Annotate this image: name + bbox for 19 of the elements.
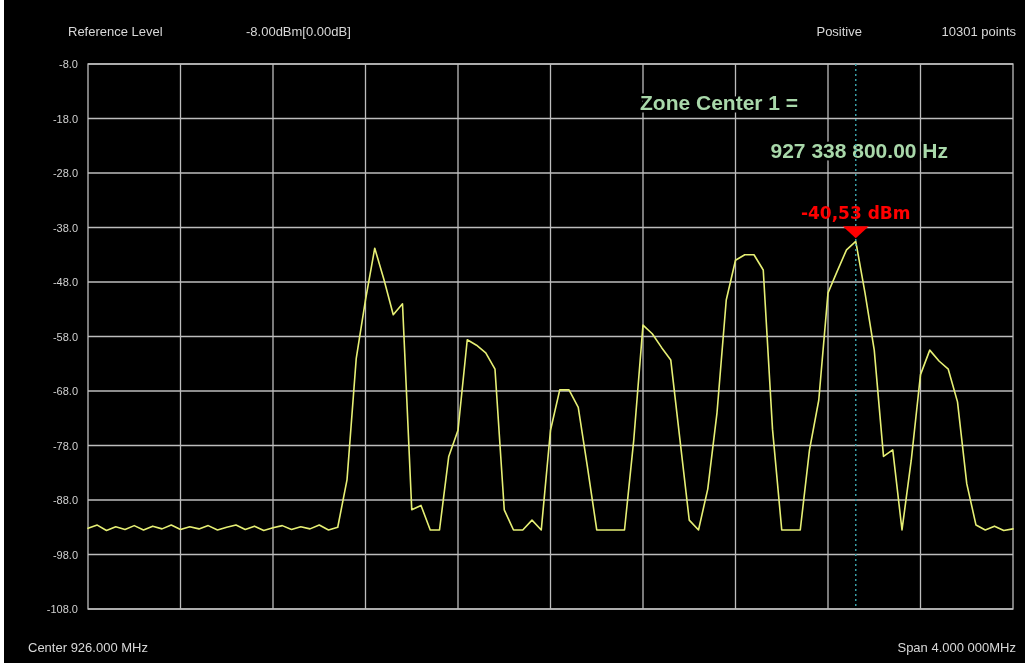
y-tick-label: -58.0: [52, 330, 78, 343]
y-tick-label: -68.0: [52, 385, 78, 397]
y-tick-label: -8.0: [59, 58, 78, 70]
text: Reference Level: [68, 24, 163, 39]
line-series: [87, 240, 1014, 532]
text: 10301 points: [941, 24, 1017, 39]
y-tick-label: -108.0: [46, 603, 78, 615]
y-tick-label: -98.0: [52, 548, 78, 561]
annotation: -40,53 dBm: [800, 203, 911, 224]
text: -8.00dBm[0.00dB]: [246, 24, 351, 39]
y-tick-label: -18.0: [52, 112, 78, 125]
y-tick-label: -88.0: [52, 494, 78, 506]
y-tick-label: -78.0: [52, 439, 78, 452]
text: Center 926.000 MHz: [28, 640, 148, 655]
text: Span 4.000 000MHz: [897, 640, 1016, 655]
text: Positive: [816, 24, 862, 39]
y-tick-label: -28.0: [52, 167, 78, 179]
y-tick-label: -48.0: [52, 276, 78, 288]
y-tick-label: -38.0: [52, 221, 78, 234]
